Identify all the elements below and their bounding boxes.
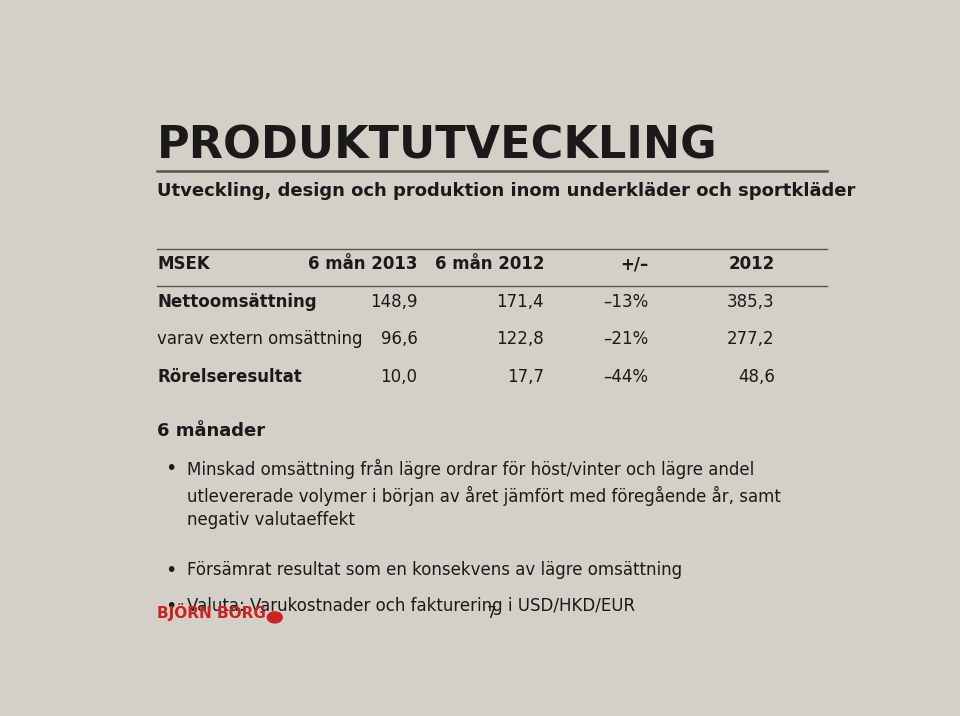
Text: –44%: –44% — [603, 367, 648, 386]
Text: 171,4: 171,4 — [496, 293, 544, 311]
Text: 148,9: 148,9 — [371, 293, 418, 311]
Text: 6 mån 2013: 6 mån 2013 — [308, 255, 418, 274]
Text: 7: 7 — [487, 606, 497, 621]
Text: 277,2: 277,2 — [727, 330, 775, 348]
Text: 6 månader: 6 månader — [157, 422, 265, 440]
Text: 48,6: 48,6 — [738, 367, 775, 386]
Text: Utveckling, design och produktion inom underkläder och sportkläder: Utveckling, design och produktion inom u… — [157, 183, 855, 200]
Circle shape — [267, 612, 282, 623]
Text: +/–: +/– — [620, 255, 648, 274]
Text: 122,8: 122,8 — [496, 330, 544, 348]
Text: 96,6: 96,6 — [381, 330, 418, 348]
Text: •: • — [165, 459, 176, 478]
Text: –13%: –13% — [603, 293, 648, 311]
Text: –21%: –21% — [603, 330, 648, 348]
Text: Försämrat resultat som en konsekvens av lägre omsättning: Försämrat resultat som en konsekvens av … — [187, 561, 683, 579]
Text: 385,3: 385,3 — [727, 293, 775, 311]
Text: BJÖRN BORG: BJÖRN BORG — [157, 603, 266, 621]
Text: •: • — [165, 561, 176, 580]
Text: varav extern omsättning: varav extern omsättning — [157, 330, 363, 348]
Text: 10,0: 10,0 — [380, 367, 418, 386]
Text: 2012: 2012 — [729, 255, 775, 274]
Text: PRODUKTUTVECKLING: PRODUKTUTVECKLING — [157, 125, 718, 168]
Text: •: • — [165, 597, 176, 616]
Text: Valuta: Varukostnader och fakturering i USD/HKD/EUR: Valuta: Varukostnader och fakturering i … — [187, 597, 636, 615]
Text: 17,7: 17,7 — [507, 367, 544, 386]
Text: Minskad omsättning från lägre ordrar för höst/vinter och lägre andel
utlevererad: Minskad omsättning från lägre ordrar för… — [187, 459, 780, 529]
Text: 6 mån 2012: 6 mån 2012 — [435, 255, 544, 274]
Text: Rörelseresultat: Rörelseresultat — [157, 367, 302, 386]
Text: Nettoomsättning: Nettoomsättning — [157, 293, 317, 311]
Text: MSEK: MSEK — [157, 255, 210, 274]
